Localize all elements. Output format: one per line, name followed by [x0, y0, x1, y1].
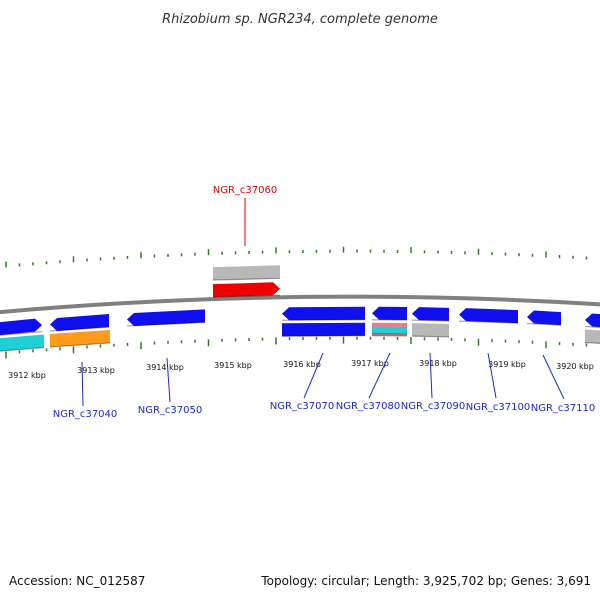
gene-label[interactable]: NGR_c37110 — [531, 403, 596, 414]
gene-feature — [585, 329, 600, 344]
gene-label-leader — [166, 357, 171, 403]
topology-summary: Topology: circular; Length: 3,925,702 bp… — [261, 574, 591, 588]
gene-feature-shadow — [281, 319, 366, 321]
gene-feature-shadow — [212, 277, 281, 281]
gene-label[interactable]: NGR_c37070 — [270, 401, 335, 412]
kbp-label: 3919 kbp — [488, 360, 526, 369]
gene-feature-shadow — [526, 322, 562, 326]
kbp-label: 3920 kbp — [556, 362, 594, 371]
gene-label-leader — [487, 352, 497, 399]
outer-tick-row — [5, 246, 588, 268]
gene-feature — [213, 282, 280, 298]
gene-feature-shadow — [281, 335, 366, 337]
gene-feature-shadow — [49, 342, 111, 348]
gene-features — [0, 265, 600, 352]
gene-feature — [459, 308, 518, 324]
kbp-label: 3917 kbp — [351, 359, 389, 368]
gene-feature-shadow — [411, 319, 450, 322]
gene-feature-shadow — [212, 294, 281, 298]
inner-tick-row — [5, 336, 588, 359]
gene-feature-shadow — [458, 320, 519, 324]
gene-feature — [527, 310, 561, 326]
kbp-label: 3914 kbp — [146, 363, 184, 372]
gene-feature-shadow — [0, 331, 43, 336]
gene-feature-shadow — [411, 335, 450, 338]
gene-feature — [282, 322, 365, 337]
gene-feature — [412, 307, 449, 321]
accession-text: Accession: NC_012587 — [9, 574, 146, 588]
gene-feature-shadow — [0, 346, 45, 352]
gene-label-leader — [368, 352, 391, 399]
gene-label-leader — [303, 352, 324, 399]
gene-feature — [372, 326, 407, 335]
gene-feature-shadow — [584, 325, 600, 328]
kbp-label: 3915 kbp — [214, 361, 252, 370]
gene-feature — [372, 306, 407, 321]
gene-label-leader — [81, 361, 84, 407]
kbp-label: 3918 kbp — [419, 359, 457, 368]
gene-label[interactable]: NGR_c37040 — [53, 409, 118, 420]
kbp-label: 3913 kbp — [77, 366, 115, 375]
gene-feature — [0, 334, 44, 352]
gene-label[interactable]: NGR_c37100 — [466, 402, 531, 413]
gene-label-leader — [542, 354, 565, 400]
genome-backbone — [0, 294, 600, 315]
kbp-label: 3912 kbp — [8, 371, 46, 380]
gene-feature — [213, 265, 280, 281]
gene-label[interactable]: NGR_c37050 — [138, 405, 203, 416]
gene-label-leader — [429, 352, 433, 399]
gene-label[interactable]: NGR_c37060 — [213, 185, 278, 196]
gene-feature-shadow — [584, 341, 600, 344]
gene-feature — [50, 329, 110, 348]
gene-label[interactable]: NGR_c37080 — [336, 401, 401, 412]
gene-feature — [0, 318, 42, 336]
gene-feature-shadow — [126, 321, 206, 327]
map-title: Rhizobium sp. NGR234, complete genome — [162, 12, 438, 27]
gene-labels: NGR_c37060 NGR_c37040 NGR_c37050 NGR_c37070… — [53, 185, 596, 420]
kbp-scale: 3912 kbp 3913 kbp 3914 kbp 3915 kbp 3916 kbp… — [8, 359, 594, 380]
gene-feature — [412, 323, 449, 337]
kbp-label: 3916 kbp — [283, 360, 321, 369]
gene-label[interactable]: NGR_c37090 — [401, 401, 466, 412]
gene-feature — [282, 306, 365, 321]
gene-feature — [585, 313, 600, 328]
gene-feature-shadow — [49, 326, 110, 332]
gene-feature — [50, 314, 109, 332]
gene-feature — [127, 309, 205, 326]
